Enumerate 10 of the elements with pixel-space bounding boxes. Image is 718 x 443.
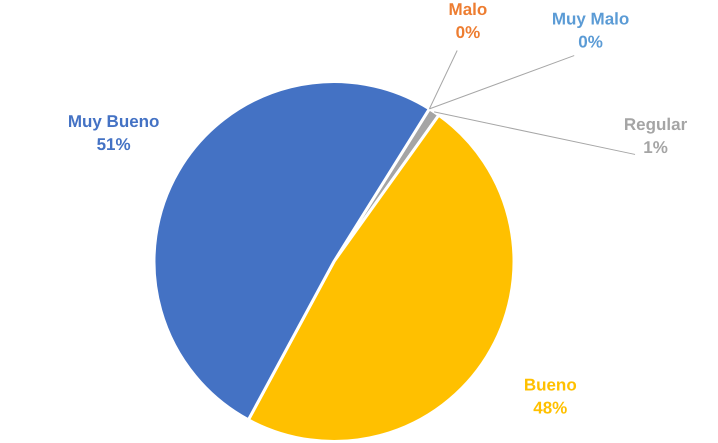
category-label: Muy Malo: [552, 10, 630, 29]
slice-label: Regular: [624, 115, 688, 134]
data-label: 51%: [96, 134, 131, 154]
text: 0%: [456, 22, 480, 42]
text: 0%: [578, 32, 603, 52]
category-label: Malo: [448, 0, 488, 19]
slice-label: Muy Bueno: [68, 112, 160, 131]
slice-label: Bueno: [524, 375, 577, 394]
data-label: 48%: [533, 398, 568, 418]
data-label: 1%: [643, 138, 668, 158]
